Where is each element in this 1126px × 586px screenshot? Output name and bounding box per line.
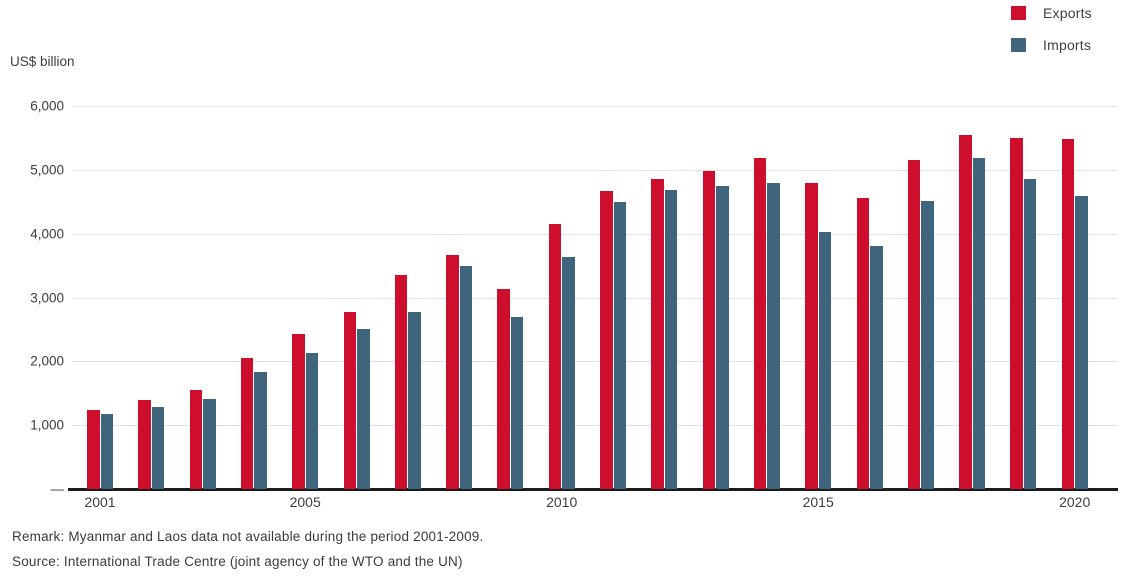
legend-item-imports: Imports [1011, 36, 1092, 53]
legend: Exports Imports [1011, 5, 1092, 69]
x-tick-label-2015: 2015 [802, 494, 834, 510]
exports-bar-2017 [907, 160, 921, 489]
exports-bar-2012 [651, 178, 664, 489]
imports-bar-2009 [510, 316, 524, 489]
imports-bar-2005 [305, 353, 319, 489]
x-tick-label-2020: 2020 [1059, 494, 1091, 510]
imports-bar-2008 [459, 266, 473, 489]
imports-bar-2020 [1075, 196, 1088, 489]
y-axis-title: US$ billion [10, 54, 75, 69]
imports-bar-2006 [357, 329, 370, 489]
y-tick-label: 2,000 [30, 353, 64, 369]
imports-bar-2017 [921, 200, 934, 489]
y-tick-label: 4,000 [30, 226, 64, 242]
exports-bar-2006 [343, 312, 356, 489]
imports-bar-2016 [870, 246, 883, 489]
source-text: Source: International Trade Centre (join… [12, 554, 463, 569]
imports-bar-2010 [562, 256, 575, 489]
remark-text: Remark: Myanmar and Laos data not availa… [12, 529, 484, 544]
x-tick-label-2001: 2001 [84, 494, 116, 510]
imports-bar-2002 [151, 406, 165, 489]
imports-bar-2014 [767, 182, 780, 489]
imports-bar-2018 [972, 158, 986, 489]
imports-bar-2013 [716, 186, 729, 489]
gridline [72, 425, 1118, 427]
gridline [72, 169, 1118, 171]
imports-bar-2001 [100, 414, 113, 489]
exports-bar-2011 [600, 190, 613, 489]
x-tick-label-2005: 2005 [289, 494, 321, 510]
x-tick-label-2010: 2010 [546, 494, 578, 510]
imports-bar-2019 [1023, 178, 1037, 489]
imports-bar-2003 [203, 399, 216, 489]
imports-bar-2011 [613, 201, 626, 489]
exports-legend-swatch-icon [1011, 5, 1026, 20]
y-tick-label: 1,000 [30, 417, 64, 433]
y-tick-label: — [50, 481, 65, 497]
imports-bar-2012 [664, 189, 678, 489]
exports-bar-2016 [856, 197, 869, 489]
exports-bar-2008 [446, 254, 459, 489]
exports-bar-2020 [1061, 139, 1075, 489]
y-tick-label: 6,000 [30, 98, 64, 114]
imports-legend-swatch-icon [1011, 37, 1026, 52]
gridline [72, 106, 1118, 107]
exports-bar-2002 [138, 400, 151, 489]
gridline [72, 361, 1118, 363]
exports-bar-2005 [292, 333, 305, 489]
exports-bar-2007 [394, 275, 408, 489]
imports-bar-2004 [254, 372, 267, 489]
exports-bar-2001 [87, 409, 100, 489]
exports-bar-2019 [1010, 137, 1023, 489]
y-tick-label: 5,000 [30, 162, 64, 178]
x-axis-line [68, 487, 1118, 491]
exports-bar-2015 [805, 182, 818, 489]
y-axis-tick-labels: — 1,000 2,000 3,000 4,000 5,000 6,000 [0, 99, 64, 497]
exports-bar-2018 [959, 135, 972, 489]
exports-bar-2003 [189, 390, 203, 489]
gridline [72, 233, 1118, 235]
legend-label-imports: Imports [1043, 36, 1092, 53]
exports-bar-2010 [548, 224, 562, 489]
x-axis-tick-labels: 2001 2005 2010 2015 2020 [72, 494, 1118, 514]
imports-bar-2007 [408, 312, 421, 489]
gridline [72, 297, 1118, 299]
y-tick-label: 3,000 [30, 290, 64, 305]
imports-bar-2015 [818, 231, 832, 489]
exports-bar-2009 [497, 288, 510, 489]
exports-bar-2004 [240, 357, 254, 489]
exports-bar-2014 [753, 157, 767, 489]
legend-label-exports: Exports [1043, 4, 1092, 21]
plot-area [68, 106, 1118, 491]
legend-item-exports: Exports [1011, 4, 1092, 21]
exports-bar-2013 [702, 171, 716, 489]
